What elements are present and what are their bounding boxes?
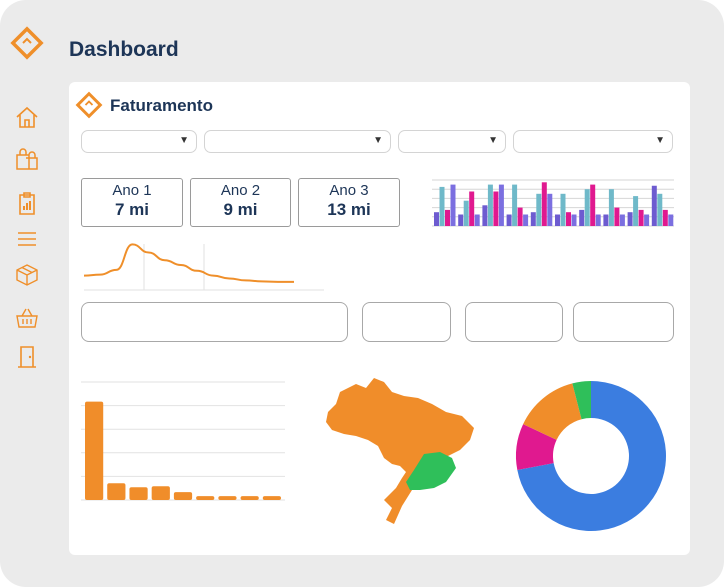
bar — [439, 186, 445, 226]
page-title: Dashboard — [69, 38, 179, 61]
kpi-value: 13 mi — [327, 200, 371, 219]
map-region-main — [326, 378, 474, 524]
bar — [85, 401, 104, 500]
diamond-logo-icon — [75, 91, 103, 119]
kpi-label: Ano 1 — [112, 182, 152, 199]
bar — [657, 193, 663, 226]
bar — [541, 182, 547, 226]
bar — [603, 214, 609, 226]
bar — [590, 184, 596, 226]
bar — [627, 212, 633, 226]
bar — [445, 209, 450, 226]
bar — [469, 191, 475, 226]
chevron-down-icon: ▼ — [179, 135, 189, 146]
clipboard-chart-icon[interactable] — [14, 190, 40, 216]
bar — [493, 191, 499, 226]
diamond-logo-icon[interactable] — [10, 26, 44, 60]
chevron-down-icon: ▼ — [488, 135, 498, 146]
bar — [107, 483, 126, 500]
donut-slice — [516, 424, 557, 471]
kpi-label: Ano 3 — [329, 182, 369, 199]
bar — [262, 496, 281, 500]
bar — [638, 209, 644, 226]
map-region-green — [406, 452, 456, 490]
bar — [662, 209, 668, 226]
home-icon[interactable] — [14, 104, 40, 130]
bar — [523, 214, 529, 226]
chevron-down-icon: ▼ — [373, 135, 383, 146]
bar — [151, 486, 170, 500]
filter-select-4[interactable]: ▼ — [513, 130, 673, 153]
donut-chart — [516, 381, 666, 531]
brazil-map — [326, 378, 474, 524]
filter-select-1[interactable]: ▼ — [81, 130, 197, 153]
kpi-card-ano-3: Ano 3 13 mi — [298, 178, 400, 227]
bar — [555, 214, 560, 226]
bar — [173, 492, 193, 500]
kpi-card-ano-1: Ano 1 7 mi — [81, 178, 183, 227]
empty-panel-1 — [81, 302, 348, 342]
door-exit-icon[interactable] — [14, 344, 40, 370]
bar — [579, 209, 585, 226]
card-title: Faturamento — [110, 96, 213, 115]
empty-panel-3 — [465, 302, 563, 342]
bar — [450, 184, 456, 226]
bar — [434, 212, 439, 226]
bar — [560, 193, 566, 226]
bar — [644, 214, 650, 226]
bar — [584, 189, 590, 226]
menu-lines-icon[interactable] — [14, 226, 40, 252]
bar — [668, 214, 674, 226]
bar — [614, 207, 620, 226]
bar — [651, 185, 657, 226]
bar — [595, 214, 601, 226]
bar — [566, 212, 571, 226]
bar — [619, 214, 625, 226]
bar — [517, 207, 523, 226]
bar — [487, 184, 493, 226]
bar — [633, 196, 639, 226]
bar — [196, 496, 215, 500]
bar — [506, 214, 512, 226]
shopping-bags-icon[interactable] — [14, 146, 40, 172]
kpi-label: Ano 2 — [220, 182, 261, 199]
bar — [512, 184, 518, 226]
filter-select-3[interactable]: ▼ — [398, 130, 506, 153]
bar — [474, 214, 480, 226]
empty-panel-2 — [362, 302, 451, 342]
donut-slice — [572, 381, 591, 420]
box-icon[interactable] — [14, 262, 40, 288]
kpi-value: 7 mi — [114, 200, 150, 219]
bar — [482, 205, 488, 226]
bar — [129, 487, 148, 500]
mini-line-chart — [83, 243, 324, 291]
bar — [218, 496, 237, 500]
bar — [547, 193, 553, 226]
bar — [458, 214, 464, 226]
bar — [240, 496, 259, 500]
bar — [463, 200, 469, 226]
donut-slice — [517, 381, 666, 531]
basket-icon[interactable] — [14, 304, 40, 330]
chevron-down-icon: ▼ — [655, 135, 665, 146]
mini-bar-chart — [432, 179, 674, 227]
filter-select-2[interactable]: ▼ — [204, 130, 391, 153]
kpi-value: 9 mi — [223, 200, 258, 219]
bar — [571, 214, 577, 226]
line-series — [83, 243, 294, 283]
bottom-bar-chart — [81, 381, 285, 501]
bar — [530, 212, 536, 226]
donut-slice — [523, 383, 582, 440]
bar — [536, 193, 542, 226]
empty-panel-4 — [573, 302, 674, 342]
bar — [608, 189, 614, 226]
bar — [498, 184, 504, 226]
kpi-card-ano-2: Ano 2 9 mi — [190, 178, 291, 227]
